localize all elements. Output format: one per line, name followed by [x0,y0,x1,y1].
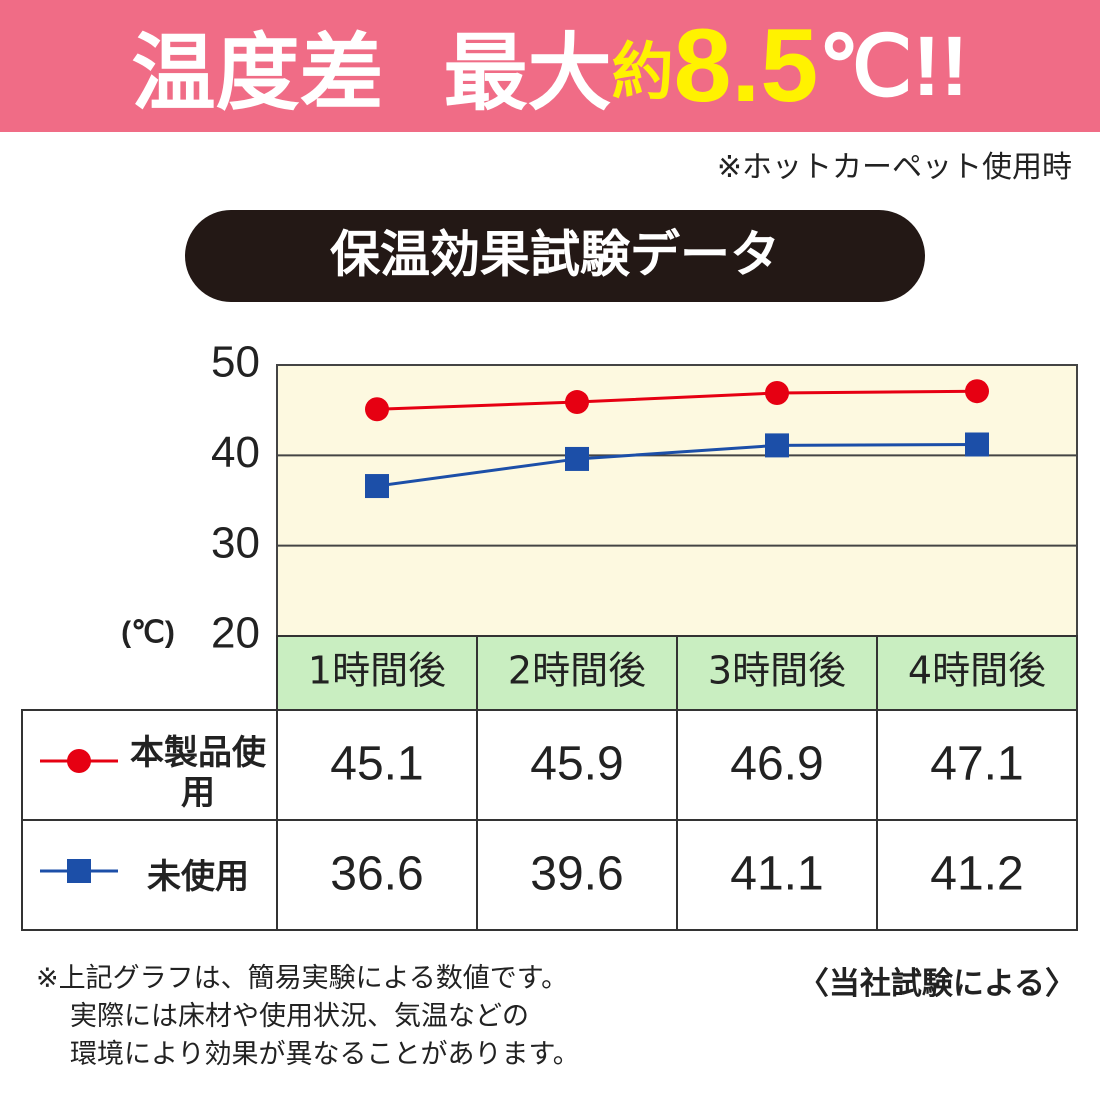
legend-marker [67,859,91,883]
marker [365,397,389,422]
legend-marker [67,749,91,773]
title-number: 8.5 [673,7,819,124]
table-value: 36.6 [330,848,423,901]
table-value: 47.1 [930,738,1023,791]
marker [565,390,589,415]
marker [365,474,389,499]
series-line [376,442,978,488]
y-tick-label: 20 [211,609,260,658]
title-part: ℃!! [818,19,969,113]
source-note: 〈当社試験による〉 [797,966,1076,1002]
chart-title: 保温効果試験データ [330,226,780,284]
title-part: 温度差 [131,23,384,122]
footnote-line: 実際には床材や使用状況、気温などの [70,1001,529,1032]
y-tick-label: 30 [211,518,260,567]
x-tick-label: 2時間後 [508,649,646,693]
table-value: 45.9 [530,738,623,791]
y-tick-label: 50 [211,338,260,387]
header-note: ※ホットカーペット使用時 [716,150,1072,185]
marker [765,433,789,458]
y-axis-label: (℃) [121,616,175,649]
x-tick-label: 1時間後 [308,649,446,693]
x-tick-label: 4時間後 [908,649,1046,693]
series-line [376,389,978,411]
x-tick-label: 3時間後 [708,649,846,693]
header-banner: 温度差 最大 約 8.5 ℃!! [0,0,1100,132]
marker [765,381,789,406]
plot-area [276,364,1078,637]
title-pill [185,210,925,302]
footnote-line: 環境により効果が異なることがあります。 [70,1039,580,1070]
table-value: 39.6 [530,848,623,901]
legend-label: 未使用 [147,857,249,897]
table-value: 41.2 [930,848,1023,901]
title-part: 約 [611,35,674,108]
table-value: 46.9 [730,738,823,791]
marker [965,432,989,457]
marker [565,446,589,471]
title-part: 最大 [443,23,612,122]
y-tick-label: 40 [211,428,260,477]
marker [965,379,989,404]
table-value: 45.1 [330,738,423,791]
table-value: 41.1 [730,848,823,901]
legend-label: 本製品使用 [130,733,266,813]
footnote-line: ※上記グラフは、簡易実験による数値です。 [36,963,569,994]
footnotes: ※上記グラフは、簡易実験による数値です。 実際には床材や使用状況、気温などの環境に… [36,960,580,1074]
